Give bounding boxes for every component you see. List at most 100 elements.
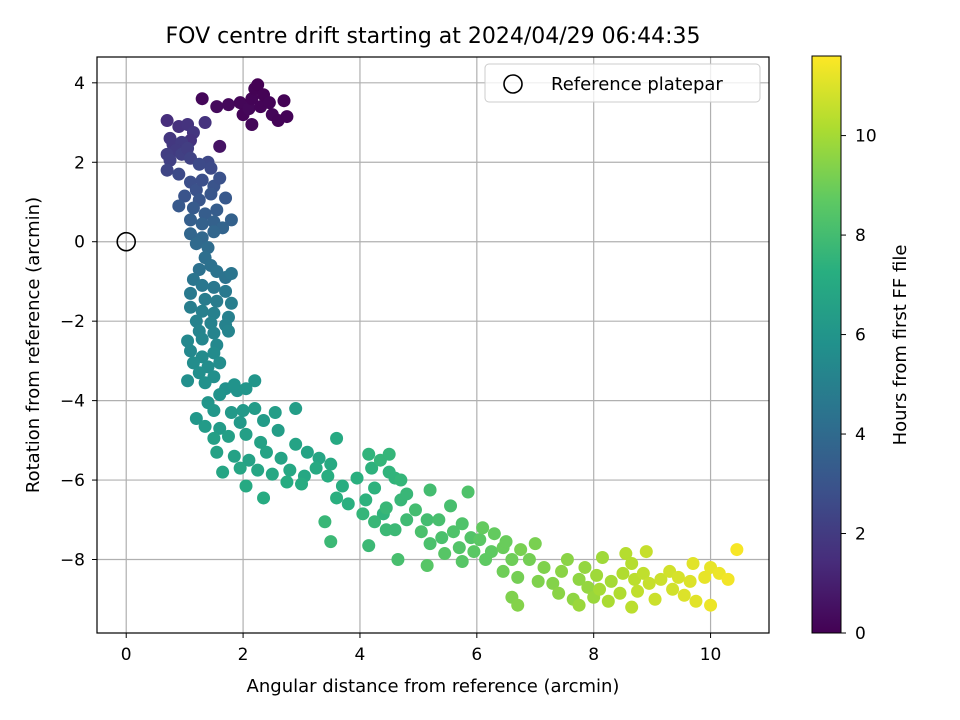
colorbar-ticks: 0 2 4 6 8 10 <box>841 127 877 644</box>
scatter-point <box>213 388 227 402</box>
scatter-point <box>239 382 253 396</box>
scatter-point <box>359 493 373 507</box>
x-tick-label: 4 <box>355 645 366 665</box>
scatter-point <box>277 94 291 108</box>
scatter-point <box>224 406 238 420</box>
scatter-point <box>616 566 630 580</box>
scatter-point <box>309 461 323 475</box>
colorbar-tick-label: 8 <box>855 226 866 246</box>
scatter-point <box>511 598 525 612</box>
scatter-point <box>531 574 545 588</box>
scatter-point <box>181 334 195 348</box>
scatter-point <box>560 553 574 567</box>
legend-marker-icon <box>503 74 523 94</box>
scatter-point <box>593 582 607 596</box>
scatter-point <box>274 451 288 465</box>
scatter-point <box>221 429 235 443</box>
scatter-point <box>195 278 209 292</box>
scatter-point <box>233 415 247 429</box>
scatter-point <box>572 598 586 612</box>
scatter-point <box>186 201 200 215</box>
scatter-point <box>455 554 469 568</box>
scatter-point <box>251 463 265 477</box>
scatter-point <box>257 491 271 505</box>
scatter-point <box>172 199 186 213</box>
scatter-point <box>163 153 177 167</box>
scatter-point <box>555 564 569 578</box>
scatter-point <box>227 378 241 392</box>
scatter-point <box>195 173 209 187</box>
scatter-point <box>227 449 241 463</box>
scatter-point <box>595 551 609 565</box>
scatter-point <box>391 553 405 567</box>
scatter-point <box>216 465 230 479</box>
colorbar-label: Hours from first FF file <box>890 245 911 446</box>
scatter-point <box>265 467 279 481</box>
scatter-point <box>245 118 259 132</box>
scatter-point <box>330 491 344 505</box>
scatter-point <box>487 527 501 541</box>
scatter-point <box>207 346 221 360</box>
scatter-point <box>183 300 197 314</box>
scatter-point <box>195 332 209 346</box>
scatter-point <box>236 404 250 418</box>
scatter-point <box>186 356 200 370</box>
scatter-point <box>484 545 498 559</box>
scatter-point <box>689 594 703 608</box>
legend-entry-label: Reference platepar <box>551 74 723 95</box>
scatter-point <box>496 564 510 578</box>
scatter-point <box>198 419 212 433</box>
scatter-point <box>537 560 551 574</box>
scatter-point <box>625 556 639 570</box>
scatter-point <box>204 316 218 330</box>
scatter-point <box>321 469 335 483</box>
scatter-point <box>210 203 224 217</box>
scatter-point <box>210 294 224 308</box>
scatter-point <box>192 157 206 171</box>
scatter-point <box>420 558 434 572</box>
scatter-point <box>204 161 218 175</box>
scatter-point <box>295 477 309 491</box>
scatter-point <box>172 167 186 181</box>
scatter-point <box>438 547 452 561</box>
scatter-point <box>183 227 197 241</box>
x-tick-label: 6 <box>471 645 482 665</box>
x-tick-label: 0 <box>121 645 132 665</box>
scatter-point <box>455 517 469 531</box>
scatter-point <box>639 545 653 559</box>
scatter-point <box>201 241 215 255</box>
scatter-point <box>318 515 332 529</box>
scatter-point <box>636 566 650 580</box>
legend: Reference platepar <box>484 63 761 103</box>
scatter-point <box>730 543 744 557</box>
y-tick-label: −2 <box>60 312 85 332</box>
scatter-point <box>207 404 221 418</box>
scatter-point <box>181 374 195 388</box>
y-axis-label: Rotation from reference (arcmin) <box>23 197 44 493</box>
y-tick-label: −4 <box>60 392 85 412</box>
scatter-point <box>423 537 437 551</box>
scatter-point <box>625 600 639 614</box>
scatter-point <box>210 445 224 459</box>
scatter-point <box>572 572 586 586</box>
scatter-point <box>189 314 203 328</box>
scatter-point <box>300 445 314 459</box>
scatter-point <box>221 98 235 112</box>
scatter-point <box>207 431 221 445</box>
scatter-point <box>242 102 256 116</box>
scatter-point <box>207 326 221 340</box>
scatter-point <box>224 296 238 310</box>
scatter-point <box>283 463 297 477</box>
scatter-point <box>219 191 233 205</box>
scatter-point <box>198 116 212 130</box>
scatter-point <box>210 100 224 114</box>
colorbar-tick-label: 6 <box>855 326 866 346</box>
scatter-point <box>581 580 595 594</box>
scatter-point <box>224 266 238 280</box>
scatter-point <box>239 427 253 441</box>
scatter-point <box>686 556 700 570</box>
scatter-point <box>221 324 235 338</box>
scatter-point <box>248 374 262 388</box>
scatter-point <box>198 207 212 221</box>
